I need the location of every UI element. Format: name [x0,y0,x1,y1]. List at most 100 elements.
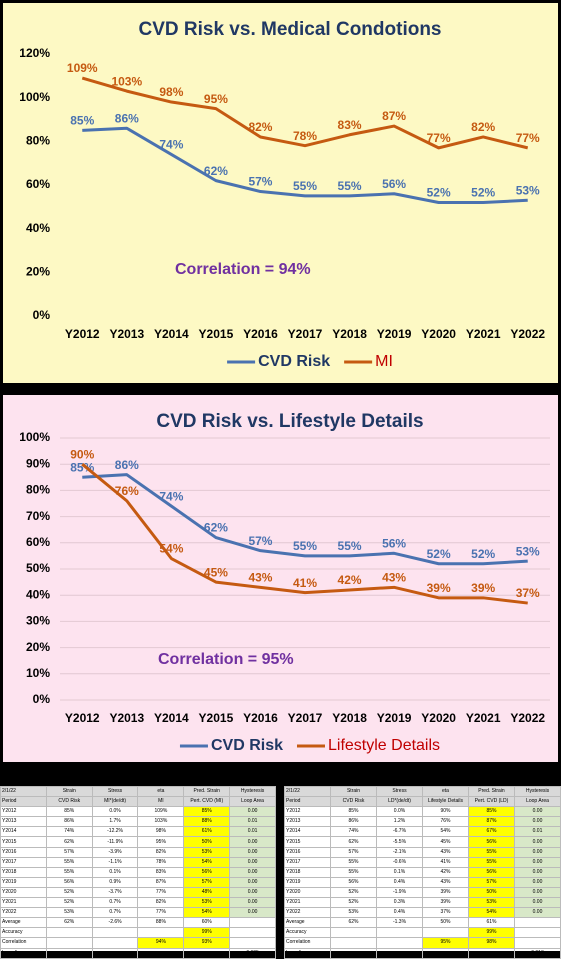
table-cell: -11.9% [91,836,139,848]
table-cell: -1.3% [376,917,423,929]
table-row: Accuracy 99% [284,927,561,939]
table-cell: 0.7% [91,897,139,909]
series-line [81,463,528,605]
table-left: 2/1/22 Strain Stress eta Pred. Strain Hystere… [0,785,276,959]
table-cell: 87% [468,816,515,828]
table-cell [229,937,276,949]
table-cell: 53% [183,897,231,909]
table-cell: 57% [468,876,515,888]
table-cell [422,947,469,959]
y-tick-label: 90% [26,456,50,470]
y-tick-label: 60% [26,177,50,191]
table-cell: 85% [330,806,377,818]
table-cell: 45% [422,836,469,848]
table-cell: Y2015 [284,836,331,848]
data-label: 37% [516,586,540,600]
y-tick-label: 40% [26,221,50,235]
data-label: 87% [382,109,406,123]
header-cell: MI [137,796,185,808]
table-cell: 0.00 [229,876,276,888]
table-row: Correlation 95% 98% [284,937,561,949]
table-cell: 0.00 [229,897,276,909]
header-row: 2/1/22 Strain Stress eta Pred. Strain Hystere… [284,785,561,798]
table-cell: 42% [422,866,469,878]
header-cell: CVD Risk [330,796,377,808]
data-label: 85% [70,114,94,128]
table-row: Correlation 94% 93% [0,937,276,949]
data-label: 52% [427,547,451,561]
table-cell: 57% [330,846,377,858]
table-cell: 52% [330,886,377,899]
table-cell: Y2012 [284,806,331,818]
table-cell: 62% [45,917,93,929]
table-cell: 62% [330,836,377,848]
y-tick-label: 50% [26,561,50,575]
table-cell: 56% [468,866,515,878]
data-label: 95% [204,92,228,106]
legend-label: Lifestyle Details [328,737,440,754]
table-cell: Y2021 [0,897,47,909]
y-tick-label: 30% [26,614,50,628]
table-cell: 74% [45,826,93,838]
table-cell: 86% [330,816,377,828]
table-cell [514,917,561,929]
table-row: Loop Area 0.013 [284,947,561,959]
table-cell [229,927,276,939]
data-label: 57% [248,175,272,189]
header-cell: LD*(de/dt) [376,796,423,808]
data-label: 56% [382,177,406,191]
table-cell [91,927,139,939]
table-cell: -1.9% [376,886,423,899]
table-cell: 0.00 [514,806,561,818]
table-row: Y2015 62% -5.5% 45% 56% 0.00 [284,836,561,848]
header-row: Period CVD Risk MI*(de/dt) MI Pert. CVD (MI)… [0,796,276,808]
table-cell: 0.1% [376,866,423,878]
table-cell: 0.01 [229,826,276,838]
header-cell: Hysteresis [514,785,561,798]
table-cell [376,947,423,959]
data-label: 62% [204,521,228,535]
legend-label: CVD Risk [258,353,330,370]
data-label: 52% [471,186,495,200]
table-cell: 56% [183,866,231,878]
x-tick-label: Y2013 [109,327,144,341]
table-cell: 88% [137,917,185,929]
table-cell: 56% [468,836,515,848]
annotation: Correlation = 94% [175,261,311,278]
header-cell: CVD Risk [45,796,93,808]
table-cell [45,927,93,939]
series-line [82,473,528,566]
table-row: Average 62% -1.3% 50% 61% [284,917,561,929]
table-row: Y2013 86% 1.7% 103% 88% 0.01 [0,816,276,828]
y-tick-label: 0% [33,692,51,706]
table-cell [330,947,377,959]
header-cell: Lifestyle Details [422,796,469,808]
table-cell: Average [0,917,47,929]
table-cell: 0.00 [229,886,276,899]
x-tick-label: Y2019 [377,327,412,341]
table-cell: Accuracy [0,927,47,939]
y-tick-label: 80% [26,483,50,497]
header-cell: Stress [376,785,423,798]
table-cell: Average [284,917,331,929]
table-cell: Y2020 [284,886,331,899]
data-label: 54% [159,542,183,556]
table-cell [183,947,231,959]
table-cell: Y2019 [0,876,47,888]
header-cell: Period [284,796,331,808]
table-cell [514,937,561,949]
data-label: 90% [70,447,94,461]
table-cell: Y2019 [284,876,331,888]
y-tick-label: 10% [26,666,50,680]
table-cell: Y2022 [284,907,331,919]
table-cell: 0.00 [514,876,561,888]
table-cell: -5.5% [376,836,423,848]
data-label: 56% [382,536,406,550]
table-cell: 87% [137,876,185,888]
x-tick-label: Y2013 [109,711,144,725]
legend-label: MI [375,353,393,370]
table-cell: 41% [422,856,469,868]
table-cell: 48% [183,886,231,899]
data-label: 45% [204,565,228,579]
